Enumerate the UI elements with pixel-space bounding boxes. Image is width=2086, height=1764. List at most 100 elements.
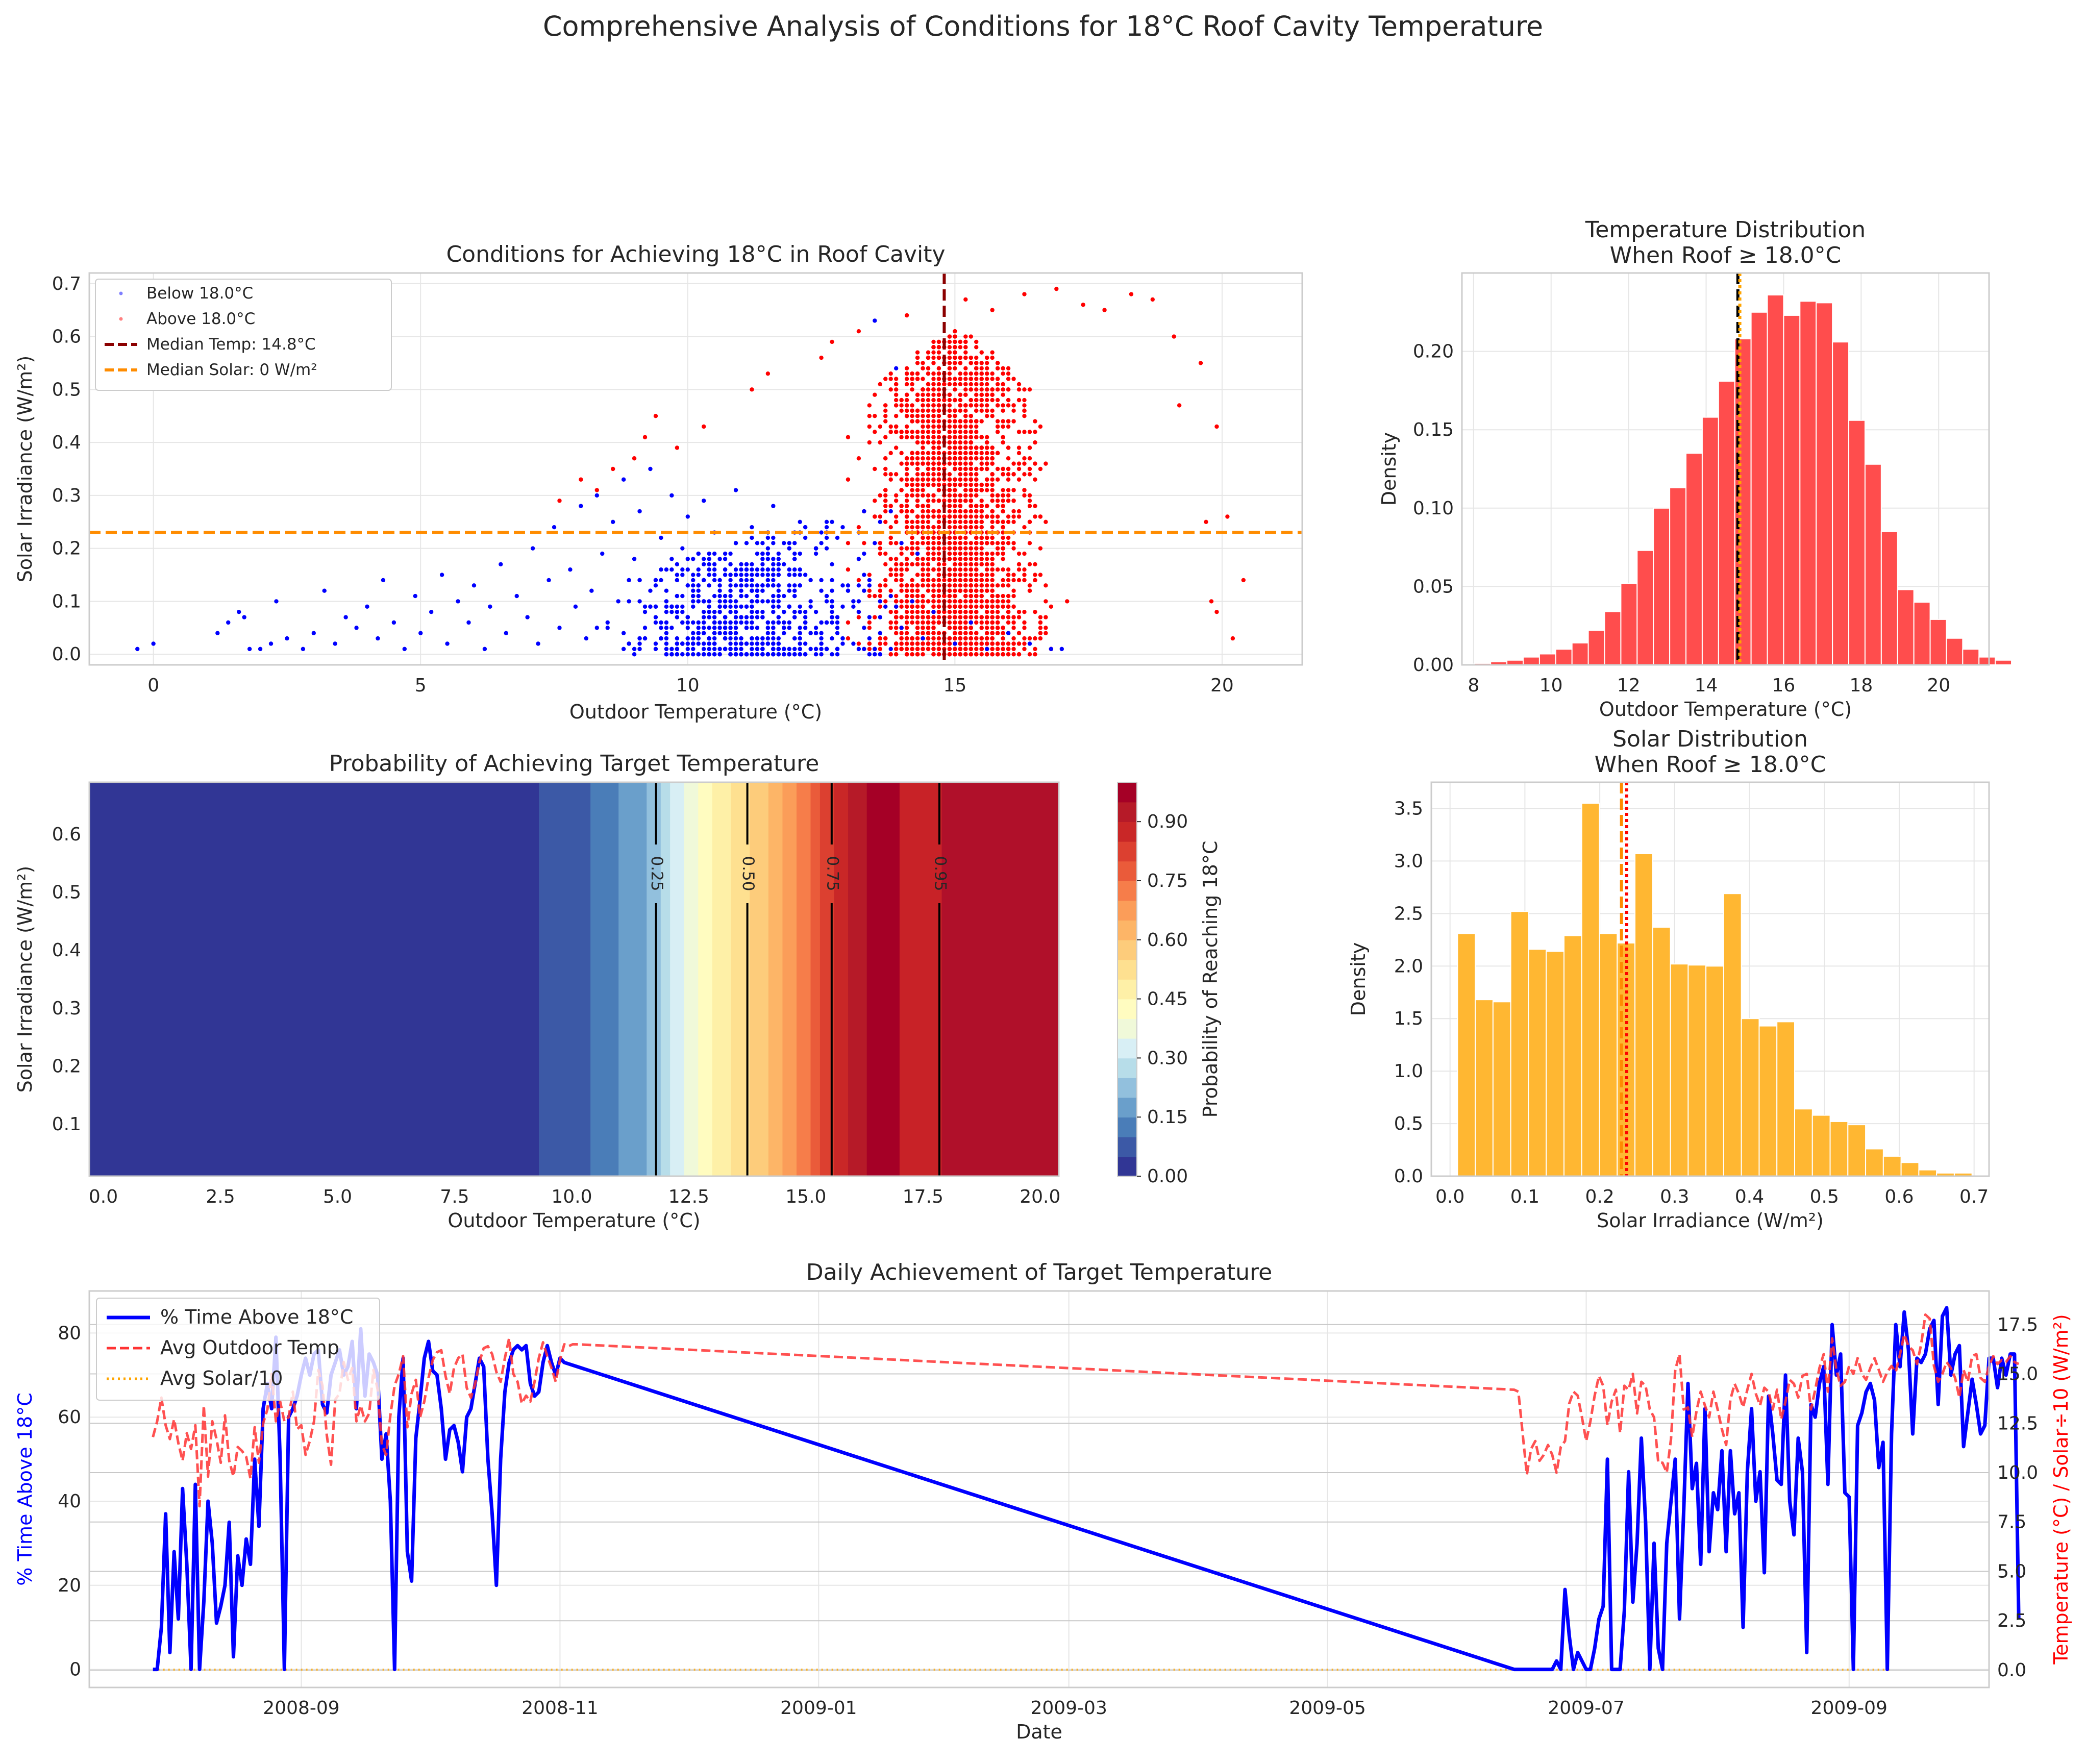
scatter-point-below [803, 535, 808, 540]
scatter-point-above [1049, 604, 1054, 609]
scatter-point-above [899, 562, 904, 567]
scatter-point-above [867, 626, 872, 630]
scatter-point-above [1006, 366, 1011, 371]
scatter-point-above [1027, 504, 1032, 508]
scatter-point-below [728, 641, 733, 646]
scatter-point-above [904, 631, 909, 635]
scatter-point-above [995, 366, 1000, 371]
scatter-point-above [936, 578, 941, 583]
scatter-point-above [921, 567, 925, 572]
scatter-point-above [1006, 493, 1011, 498]
scatter-point-above [969, 647, 973, 652]
scatter-point-above [904, 472, 909, 477]
scatter-point-below [830, 615, 834, 619]
scatter-point-above [1038, 424, 1043, 429]
scatter-point-above [974, 472, 979, 477]
scatter-point-above [893, 424, 899, 429]
scatter-point-below [322, 588, 327, 593]
scatter-point-above [953, 397, 957, 403]
scatter-point-above [899, 551, 904, 556]
scatter-point-below [691, 593, 696, 599]
scatter-point-below [803, 525, 808, 530]
scatter-point-above [963, 525, 968, 530]
scatter-point-below [776, 551, 781, 556]
scatter-point-above [953, 461, 957, 466]
scatter-point-below [669, 557, 674, 561]
scatter-point-below [744, 593, 749, 599]
scatter-point-above [990, 377, 995, 381]
scatter-point-below [760, 573, 765, 577]
hsolar-x-tick-label: 0.7 [1959, 1186, 1989, 1207]
scatter-point-above [936, 546, 941, 551]
scatter-point-above [963, 382, 968, 387]
scatter-point-below [717, 593, 722, 599]
scatter-point-above [1006, 371, 1011, 376]
scatter-point-above [969, 445, 973, 450]
scatter-point-above [846, 636, 851, 641]
scatter-point-above [893, 499, 899, 503]
scatter-point-below [755, 615, 760, 619]
scatter-point-below [984, 647, 989, 652]
scatter-point-above [936, 509, 941, 514]
scatter-point-above [969, 509, 973, 514]
scatter-point-below [685, 641, 690, 646]
scatter-point-above [893, 573, 899, 577]
scatter-point-above [947, 451, 952, 456]
scatter-point-below [702, 562, 706, 567]
scatter-point-above [910, 430, 914, 434]
scatter-point-below [792, 583, 797, 588]
scatter-point-above [936, 604, 941, 609]
scatter-point-above [926, 435, 931, 439]
colorbar-segment [1118, 1038, 1137, 1059]
scatter-point-above [867, 414, 872, 418]
probability-band [539, 782, 591, 1176]
scatter-point-below [717, 557, 722, 561]
htemp-bar [1978, 656, 1996, 666]
solar-histogram-title-line-1: Solar Distribution [1612, 726, 1808, 752]
scatter-y-tick-label: 0.0 [52, 644, 81, 665]
probability-band [89, 782, 539, 1176]
scatter-point-above [953, 593, 957, 599]
hsolar-bar [1634, 853, 1653, 1177]
scatter-point-above [899, 573, 904, 577]
scatter-point-below [691, 620, 696, 625]
scatter-point-below [637, 647, 642, 652]
scatter-point-above [915, 488, 920, 492]
scatter-point-below [675, 647, 680, 652]
scatter-point-above [883, 493, 888, 498]
timeseries-title: Daily Achievement of Target Temperature [806, 1259, 1272, 1285]
contour-x-tick-label: 2.5 [206, 1186, 235, 1207]
scatter-point-above [594, 488, 599, 492]
scatter-point-above [974, 599, 979, 604]
scatter-point-above [995, 583, 1000, 588]
scatter-point-below [798, 647, 802, 652]
scatter-point-below [798, 626, 802, 630]
solar-histogram-reference-lines [1620, 782, 1628, 1176]
scatter-point-below [696, 631, 701, 635]
scatter-point-above [893, 397, 899, 403]
scatter-point-above [856, 525, 861, 530]
scatter-point-above [984, 610, 989, 614]
scatter-point-above [953, 509, 957, 514]
scatter-point-above [921, 451, 925, 456]
scatter-point-above [1033, 647, 1037, 652]
scatter-point-above [888, 504, 893, 508]
scatter-point-above [926, 477, 931, 482]
scatter-point-below [878, 615, 882, 619]
scatter-point-below [675, 593, 680, 599]
scatter-point-below [696, 620, 701, 625]
scatter-point-below [680, 604, 685, 609]
scatter-point-above [904, 620, 909, 625]
scatter-point-below [707, 567, 711, 572]
scatter-point-below [723, 599, 728, 604]
scatter-point-below [760, 647, 765, 652]
scatter-point-above [947, 430, 952, 434]
scatter-point-above [846, 620, 851, 625]
scatter-point-above [1006, 641, 1011, 646]
scatter-x-tick-label: 10 [676, 675, 700, 696]
scatter-point-above [926, 583, 931, 588]
scatter-point-below [723, 573, 728, 577]
scatter-point-below [696, 599, 701, 604]
scatter-point-above [990, 610, 995, 614]
scatter-point-above [893, 641, 899, 646]
